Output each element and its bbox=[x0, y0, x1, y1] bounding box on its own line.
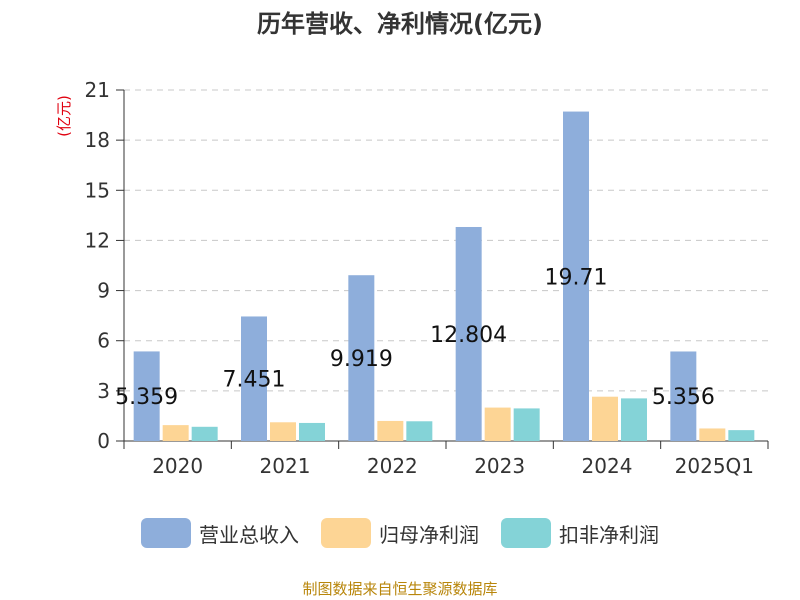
y-tick-label: 21 bbox=[85, 78, 110, 102]
y-tick-label: 9 bbox=[97, 279, 110, 303]
data-label: 5.356 bbox=[652, 385, 715, 410]
bar-扣非净利润-2020[interactable] bbox=[191, 426, 218, 441]
y-tick-label: 3 bbox=[97, 379, 110, 403]
y-tick-label: 6 bbox=[97, 329, 110, 353]
legend-swatch-revenue bbox=[141, 518, 191, 548]
bar-归母净利润-2025Q1[interactable] bbox=[699, 428, 726, 441]
legend-label-revenue: 营业总收入 bbox=[199, 522, 299, 547]
y-tick-label: 0 bbox=[97, 429, 110, 453]
bar-归母净利润-2024[interactable] bbox=[592, 396, 618, 441]
data-label: 9.919 bbox=[330, 347, 393, 372]
data-label: 19.71 bbox=[545, 265, 608, 290]
legend-item-deducted-net-profit[interactable]: 扣非净利润 bbox=[501, 518, 659, 548]
bar-营业总收入-2025Q1[interactable] bbox=[670, 351, 697, 441]
legend-item-revenue[interactable]: 营业总收入 bbox=[141, 518, 299, 548]
chart-title: 历年营收、净利情况(亿元) bbox=[257, 10, 543, 38]
data-label: 7.451 bbox=[223, 368, 286, 393]
bar-扣非净利润-2021[interactable] bbox=[299, 422, 325, 441]
bar-扣非净利润-2024[interactable] bbox=[621, 398, 647, 441]
bar-营业总收入-2024[interactable] bbox=[563, 111, 589, 441]
bar-营业总收入-2023[interactable] bbox=[455, 226, 482, 441]
bar-营业总收入-2021[interactable] bbox=[241, 316, 267, 441]
bar-扣非净利润-2022[interactable] bbox=[406, 421, 433, 441]
source-note: 制图数据来自恒生聚源数据库 bbox=[302, 580, 498, 598]
y-tick-label: 15 bbox=[85, 178, 110, 202]
legend-label-deducted-net-profit: 扣非净利润 bbox=[559, 522, 659, 547]
legend-swatch-deducted-net-profit bbox=[501, 518, 551, 548]
bar-归母净利润-2023[interactable] bbox=[484, 407, 511, 441]
x-tick-label: 2020 bbox=[152, 454, 203, 478]
x-tick-label: 2024 bbox=[582, 454, 633, 478]
y-tick-label: 12 bbox=[85, 228, 110, 252]
data-label: 12.804 bbox=[430, 323, 507, 348]
y-axis-unit-label: (亿元) bbox=[55, 95, 73, 137]
bar-扣非净利润-2023[interactable] bbox=[513, 408, 540, 441]
x-tick-label: 2025Q1 bbox=[675, 454, 754, 478]
x-tick-label: 2021 bbox=[260, 454, 311, 478]
bar-归母净利润-2022[interactable] bbox=[377, 420, 404, 441]
x-tick-label: 2022 bbox=[367, 454, 418, 478]
legend-label-parent-net-profit: 归母净利润 bbox=[379, 522, 479, 547]
bar-归母净利润-2020[interactable] bbox=[162, 425, 189, 441]
legend-swatch-parent-net-profit bbox=[321, 518, 371, 548]
x-tick-label: 2023 bbox=[474, 454, 525, 478]
data-label: 5.359 bbox=[115, 385, 178, 410]
legend-item-parent-net-profit[interactable]: 归母净利润 bbox=[321, 518, 479, 548]
y-tick-label: 18 bbox=[85, 128, 110, 152]
bar-扣非净利润-2025Q1[interactable] bbox=[728, 430, 755, 441]
bar-营业总收入-2020[interactable] bbox=[133, 351, 160, 441]
legend: 营业总收入 归母净利润 扣非净利润 bbox=[0, 518, 800, 548]
bar-营业总收入-2022[interactable] bbox=[348, 275, 375, 441]
bar-归母净利润-2021[interactable] bbox=[270, 422, 296, 441]
